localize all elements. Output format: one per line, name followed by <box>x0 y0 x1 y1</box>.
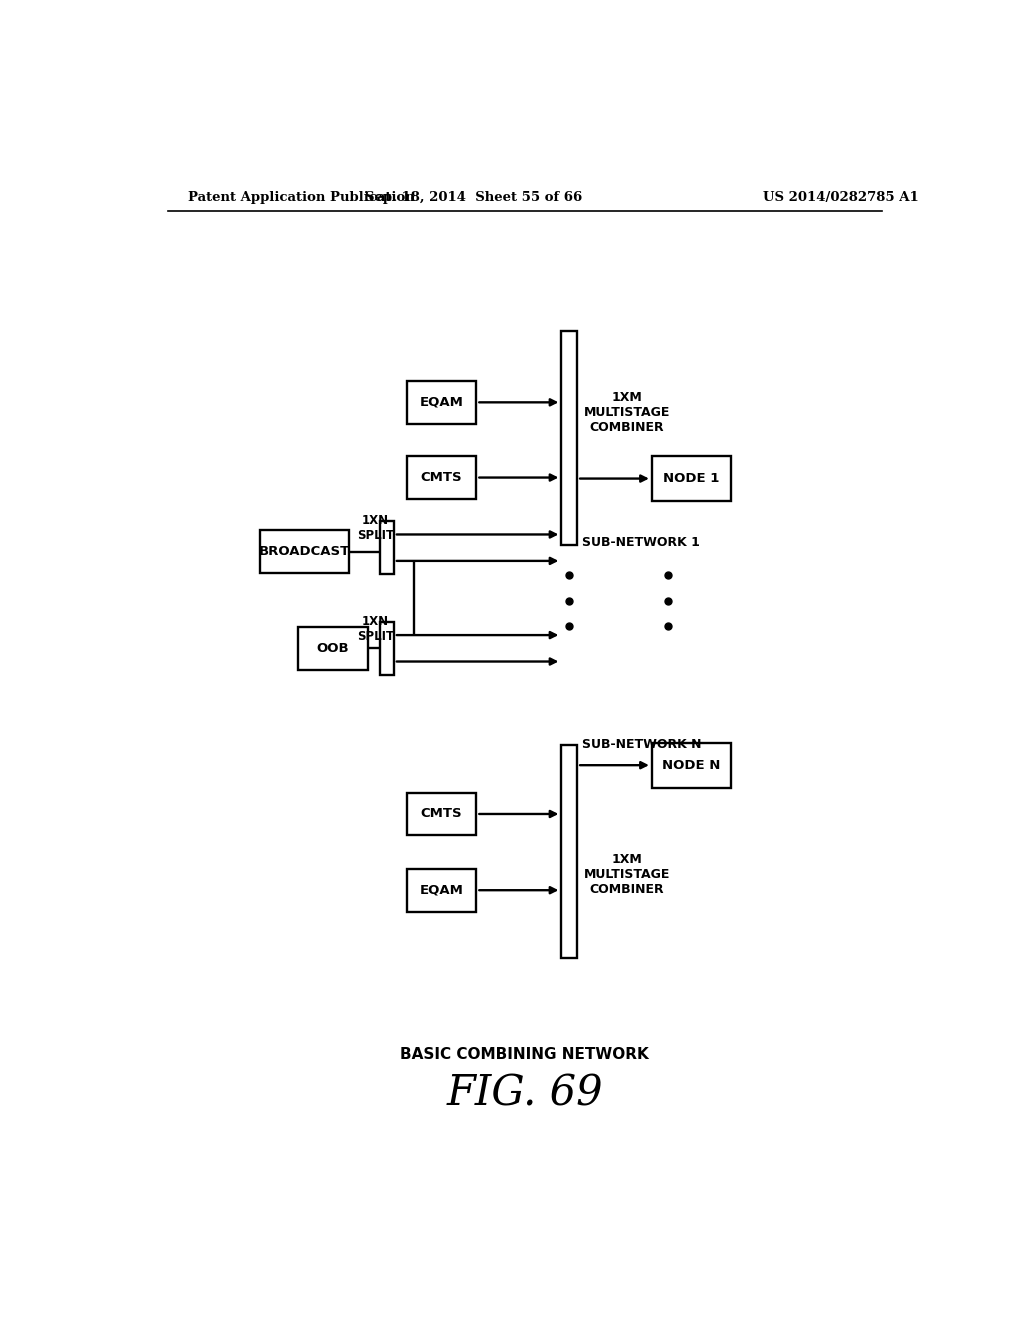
Bar <box>407 869 476 912</box>
Bar <box>407 792 476 836</box>
Bar <box>380 622 394 675</box>
Text: CMTS: CMTS <box>421 808 462 821</box>
Text: NODE 1: NODE 1 <box>664 473 720 484</box>
Text: Patent Application Publication: Patent Application Publication <box>187 190 415 203</box>
Bar <box>561 744 578 958</box>
Text: 1XN
SPLIT: 1XN SPLIT <box>357 615 394 643</box>
Bar <box>407 457 476 499</box>
Bar <box>298 627 368 669</box>
Text: SUB-NETWORK N: SUB-NETWORK N <box>582 738 701 751</box>
Text: BASIC COMBINING NETWORK: BASIC COMBINING NETWORK <box>400 1047 649 1063</box>
Text: NODE N: NODE N <box>663 759 721 772</box>
Text: EQAM: EQAM <box>420 396 464 409</box>
Text: Sep. 18, 2014  Sheet 55 of 66: Sep. 18, 2014 Sheet 55 of 66 <box>365 190 582 203</box>
Text: 1XN
SPLIT: 1XN SPLIT <box>357 515 394 543</box>
Bar <box>380 521 394 574</box>
Text: FIG. 69: FIG. 69 <box>446 1072 603 1114</box>
Text: OOB: OOB <box>316 642 349 655</box>
Bar <box>561 331 578 545</box>
Text: CMTS: CMTS <box>421 471 462 484</box>
Text: BROADCAST: BROADCAST <box>258 545 350 558</box>
Text: US 2014/0282785 A1: US 2014/0282785 A1 <box>763 190 919 203</box>
Bar <box>651 457 731 500</box>
Text: 1XM
MULTISTAGE
COMBINER: 1XM MULTISTAGE COMBINER <box>584 391 670 434</box>
Text: EQAM: EQAM <box>420 883 464 896</box>
Text: SUB-NETWORK 1: SUB-NETWORK 1 <box>582 536 699 549</box>
Text: 1XM
MULTISTAGE
COMBINER: 1XM MULTISTAGE COMBINER <box>584 854 670 896</box>
Bar <box>260 531 348 573</box>
Bar <box>407 381 476 424</box>
Bar <box>651 743 731 788</box>
